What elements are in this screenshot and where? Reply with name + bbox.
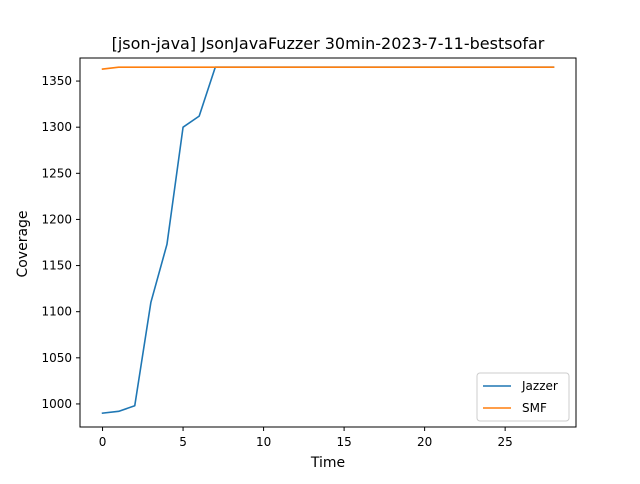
y-tick-label: 1100 [41,305,72,319]
x-tick-label: 0 [99,435,107,449]
series-line-jazzer [101,66,555,415]
legend: Jazzer SMF [476,372,570,422]
series-line-smf [101,66,555,70]
y-tick-label: 1250 [41,166,72,180]
x-tick-label: 25 [498,435,513,449]
y-tick-label: 1050 [41,351,72,365]
legend-label-jazzer: Jazzer [521,379,558,393]
y-axis-label: Coverage [15,210,31,277]
y-tick-label: 1000 [41,397,72,411]
x-tick-label: 20 [417,435,432,449]
y-tick-label: 1150 [41,259,72,273]
legend-label-smf: SMF [522,401,547,415]
axes-frame [79,57,577,428]
x-tick-label: 10 [256,435,271,449]
plot-area [101,66,555,415]
y-tick-label: 1200 [41,212,72,226]
y-tick-label: 1350 [41,74,72,88]
x-axis-label: Time [310,455,345,471]
axes: 0 5 10 15 20 25 1000 1050 1100 1150 1200 1250 1300 13… [41,57,577,449]
x-tick-label: 5 [179,435,187,449]
chart-title: [json-java] JsonJavaFuzzer 30min-2023-7-… [112,34,545,53]
y-tick-label: 1300 [41,120,72,134]
legend-box [476,372,570,422]
x-tick-label: 15 [336,435,351,449]
